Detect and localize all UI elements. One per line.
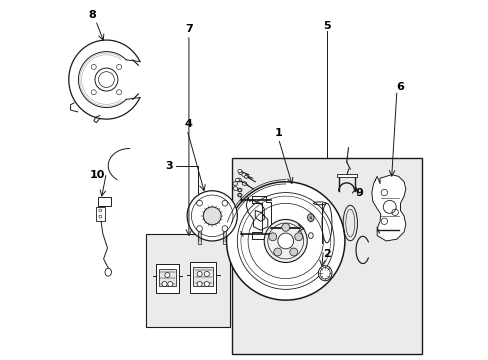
Bar [156,264,178,293]
Bar [159,269,176,287]
Circle shape [277,233,293,249]
Ellipse shape [318,266,331,281]
Text: 4: 4 [184,120,192,129]
Circle shape [204,271,209,276]
Circle shape [226,182,344,300]
Ellipse shape [307,214,313,222]
Ellipse shape [237,170,241,173]
Circle shape [281,224,289,231]
Circle shape [197,282,202,287]
Circle shape [268,233,276,241]
Circle shape [273,248,281,256]
Text: 5: 5 [323,21,330,31]
Bar [96,207,104,221]
Text: 9: 9 [355,188,363,198]
Circle shape [289,248,297,256]
Ellipse shape [105,268,111,276]
Ellipse shape [237,178,241,182]
Ellipse shape [238,171,243,175]
Bar [190,262,216,293]
Ellipse shape [308,233,312,238]
Ellipse shape [235,179,239,181]
Text: 10: 10 [90,170,105,180]
Ellipse shape [241,173,245,176]
Bar [336,174,356,177]
Text: 7: 7 [184,24,192,35]
Bar [98,197,111,206]
Text: 6: 6 [396,82,404,92]
Text: 8: 8 [88,10,96,20]
Text: 1: 1 [274,129,282,138]
Polygon shape [251,196,271,239]
Text: 3: 3 [165,161,173,171]
Polygon shape [371,175,405,241]
Circle shape [164,273,169,278]
Bar [145,234,230,327]
Circle shape [294,233,302,241]
Circle shape [264,220,306,262]
Circle shape [162,282,167,287]
Circle shape [187,191,237,241]
Circle shape [204,282,209,287]
Bar [193,267,213,286]
Ellipse shape [242,182,246,185]
Ellipse shape [244,175,248,178]
Circle shape [197,271,202,276]
Text: 2: 2 [323,248,330,258]
Circle shape [167,282,172,287]
Polygon shape [246,198,267,230]
Bar [231,158,421,354]
Circle shape [203,207,221,225]
